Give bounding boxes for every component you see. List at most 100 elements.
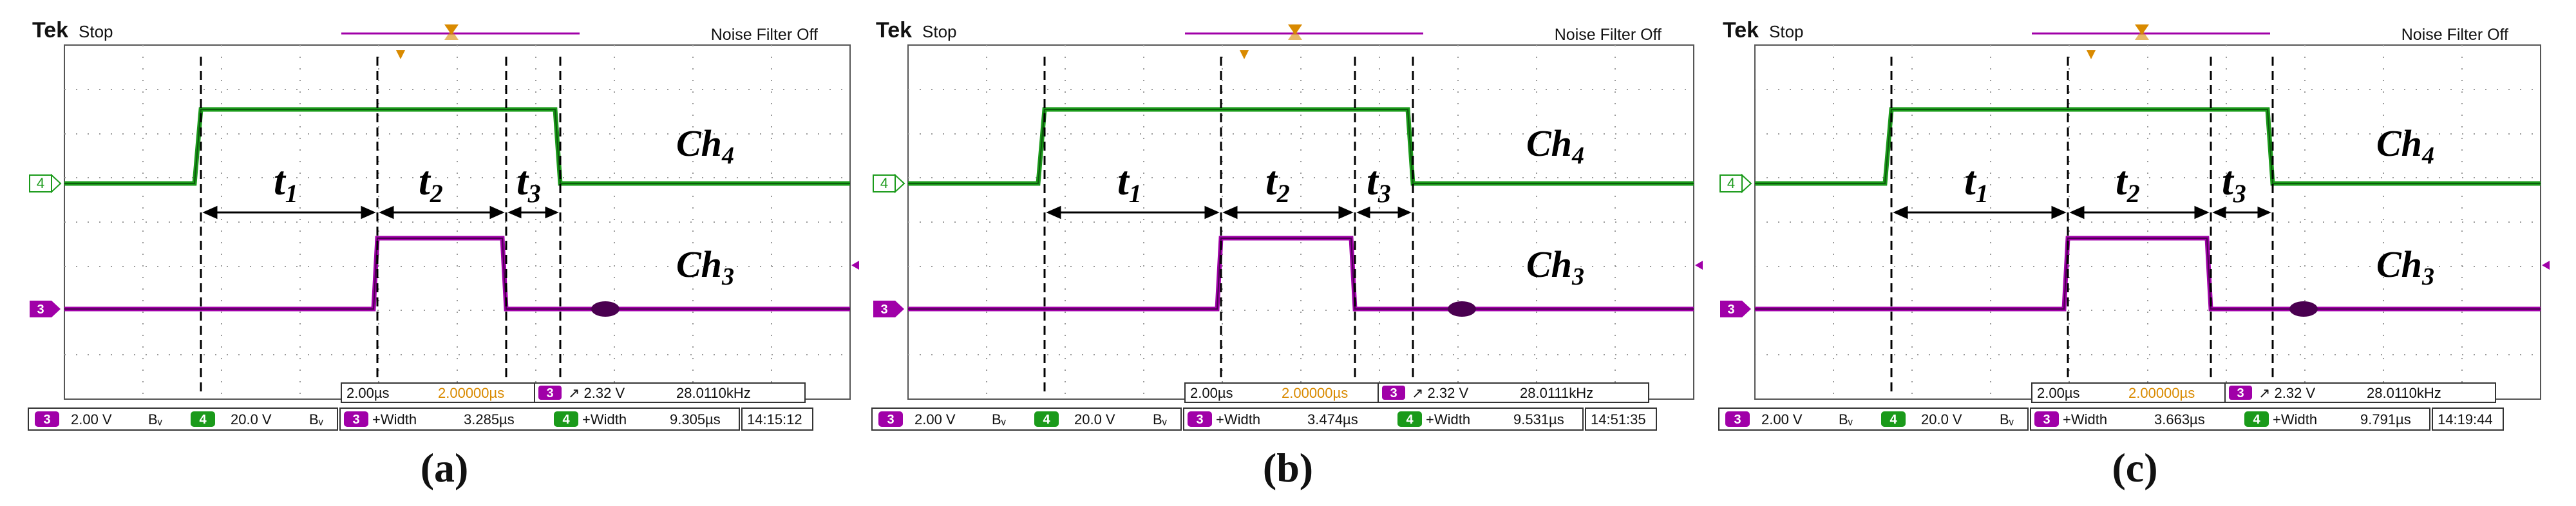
ch3-bw: Bᵥ	[148, 411, 163, 427]
ch3-ground-marker-icon: 3	[30, 301, 61, 317]
svg-text:4: 4	[1889, 413, 1897, 427]
t1-label: t1	[1117, 158, 1142, 208]
measurements-bar: 3 +Width 3.285µs 4 +Width 9.305µs	[339, 408, 740, 431]
svg-text:4: 4	[880, 175, 888, 191]
ch4-scale: 20.0 V	[231, 411, 272, 427]
trigger-readout: 3 ↗ 2.32 V 28.0111kHz	[1378, 382, 1649, 403]
clock-readout: 14:51:35	[1585, 408, 1657, 431]
ch4-ground-marker-icon: 4	[1719, 173, 1752, 194]
trigger-level-arrow-icon	[1695, 261, 1703, 270]
noise-filter-status: Noise Filter Off	[1555, 26, 1662, 44]
trigger-marker-icon	[396, 50, 405, 59]
ch3-trace-noise	[64, 238, 850, 310]
t2-label: t2	[1265, 158, 1290, 208]
ch4-label: Ch4	[1526, 122, 1584, 169]
trigger-level-arrow-icon	[2542, 261, 2550, 270]
svg-text:3: 3	[37, 303, 44, 317]
channel-settings-bar: 3 2.00 V Bᵥ 4 20.0 V Bᵥ	[28, 408, 338, 431]
t1-label: t1	[1964, 158, 1989, 208]
acquisition-state: Stop	[1769, 22, 1804, 41]
graticule-grid	[64, 45, 850, 399]
delay-value: 2.00000µs	[1282, 385, 1348, 401]
svg-text:4: 4	[1727, 175, 1735, 191]
t3-label: t3	[516, 158, 541, 208]
acquisition-state: Stop	[79, 22, 113, 41]
timebase-readout: 2.00µs 2.00000µs	[2031, 382, 2226, 403]
t2-label: t2	[419, 158, 443, 208]
ch3-scale: 2.00 V	[1761, 411, 1803, 427]
ringing-burst	[2289, 301, 2318, 317]
trigger-readout: 3 ↗ 2.32 V 28.0110kHz	[2224, 382, 2496, 403]
t3-label: t3	[2222, 158, 2246, 208]
channel-settings-bar: 3 2.00 V Bᵥ 4 20.0 V Bᵥ	[871, 408, 1182, 431]
ch4-scale: 20.0 V	[1074, 411, 1115, 427]
ch4-trace-noise	[1755, 109, 2541, 184]
t2-label: t2	[2116, 158, 2140, 208]
frequency-readout: 28.0110kHz	[2367, 385, 2441, 401]
timebase-readout: 2.00µs 2.00000µs	[341, 382, 535, 403]
trigger-marker-icon	[2087, 50, 2096, 59]
measure-1-value: 3.285µs	[464, 411, 515, 427]
channel-settings-bar: 3 2.00 V Bᵥ 4 20.0 V Bᵥ	[1718, 408, 2029, 431]
trigger-level: ↗ 2.32 V	[2259, 385, 2315, 401]
trigger-level: ↗ 2.32 V	[1412, 385, 1468, 401]
interval-arrows	[1893, 205, 2271, 220]
clock-readout: 14:19:44	[2432, 408, 2504, 431]
svg-text:3: 3	[1727, 303, 1734, 317]
ch3-bw: Bᵥ	[992, 411, 1007, 427]
svg-text:4: 4	[562, 413, 570, 427]
ch3-scale: 2.00 V	[914, 411, 956, 427]
graticule-grid	[908, 45, 1694, 399]
measure-2-label: +Width	[582, 411, 627, 427]
t3-label: t3	[1367, 158, 1391, 208]
scope-panel-a: Tek Stop Noise Filter Off 4	[26, 0, 863, 506]
panel-caption: (a)	[420, 445, 469, 491]
trigger-source: 3	[2237, 386, 2244, 400]
trigger-source: 3	[546, 386, 553, 400]
trigger-source: 3	[1390, 386, 1397, 400]
measure-1-label: +Width	[372, 411, 417, 427]
tek-logo: Tek	[32, 18, 68, 42]
measure-2-label: +Width	[1426, 411, 1470, 427]
measure-2-label: +Width	[2273, 411, 2317, 427]
svg-text:3: 3	[43, 413, 50, 427]
interval-arrows	[202, 205, 559, 220]
clock-time: 14:15:12	[747, 411, 802, 427]
ch3-bw: Bᵥ	[1839, 411, 1853, 427]
svg-text:4: 4	[199, 413, 207, 427]
scope-screen: Tek Stop Noise Filter Off 4	[28, 18, 859, 431]
trigger-level-arrow-icon	[851, 261, 859, 270]
graticule-frame	[907, 44, 1694, 400]
measure-1-value: 3.663µs	[2154, 411, 2205, 427]
ch4-ground-marker-icon: 4	[29, 173, 62, 194]
t1-label: t1	[274, 158, 298, 208]
delay-value: 2.00000µs	[2128, 385, 2195, 401]
clock-time: 14:51:35	[1591, 411, 1646, 427]
panel-caption: (c)	[2112, 445, 2158, 491]
ch3-label: Ch3	[1526, 243, 1584, 290]
measure-1-value: 3.474µs	[1307, 411, 1358, 427]
svg-text:3: 3	[1196, 413, 1203, 427]
ch4-trace-noise	[908, 109, 1694, 184]
frequency-readout: 28.0110kHz	[676, 385, 751, 401]
scope-screen: Tek Stop Noise Filter Off 4	[871, 18, 1703, 431]
interval-arrows	[1046, 205, 1412, 220]
tek-logo: Tek	[1723, 18, 1759, 42]
timebase-value: 2.00µs	[1190, 385, 1233, 401]
ch3-label: Ch3	[2376, 243, 2434, 290]
measure-1-label: +Width	[1216, 411, 1260, 427]
ch4-ground-marker-icon: 4	[873, 173, 905, 194]
measure-1-label: +Width	[2063, 411, 2107, 427]
trigger-position-icon	[2135, 24, 2149, 40]
timebase-value: 2.00µs	[2037, 385, 2080, 401]
ch4-trace-noise	[64, 109, 850, 184]
measurements-bar: 3 +Width 3.663µs 4 +Width 9.791µs	[2030, 408, 2430, 431]
svg-text:3: 3	[1734, 413, 1741, 427]
scope-panel-c: Tek Stop Noise Filter Off 4	[1716, 0, 2553, 506]
ch4-bw: Bᵥ	[2000, 411, 2014, 427]
trigger-level: ↗ 2.32 V	[568, 385, 625, 401]
svg-text:4: 4	[1043, 413, 1050, 427]
svg-text:4: 4	[1406, 413, 1414, 427]
ch3-trace-noise	[1755, 238, 2541, 310]
svg-text:3: 3	[880, 303, 887, 317]
